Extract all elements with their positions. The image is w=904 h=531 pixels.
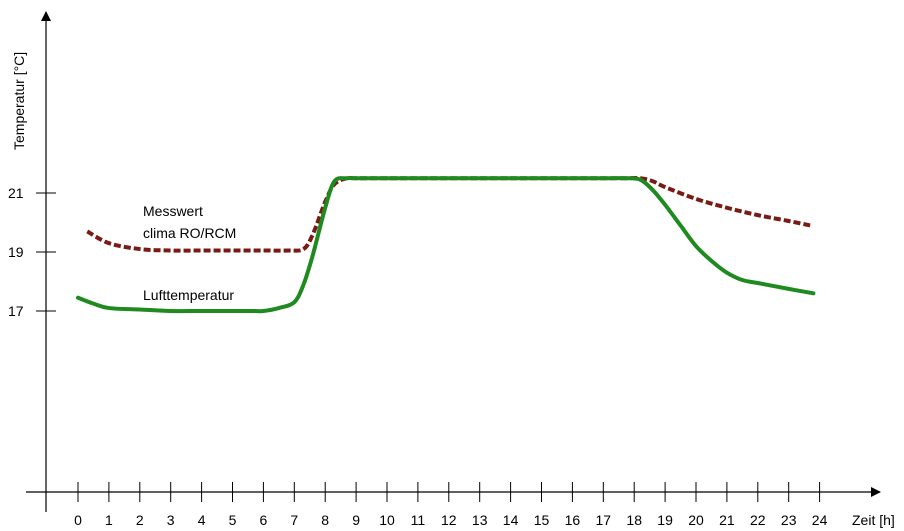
x-tick-label: 22 — [750, 512, 766, 528]
x-tick-label: 9 — [352, 512, 360, 528]
series-line-messwert — [86, 175, 811, 253]
x-tick-label: 8 — [321, 512, 329, 528]
x-tick-label: 23 — [781, 512, 797, 528]
x-tick-label: 7 — [290, 512, 298, 528]
x-tick-label: 4 — [198, 512, 206, 528]
series-label-messwert-line2: clima RO/RCM — [143, 225, 236, 241]
x-tick-label: 17 — [596, 512, 612, 528]
x-axis-title: Zeit [h] — [852, 512, 895, 528]
x-tick-label: 6 — [260, 512, 268, 528]
x-tick-label: 24 — [812, 512, 828, 528]
series-layer — [76, 175, 816, 314]
x-tick-label: 15 — [534, 512, 550, 528]
y-tick-label: 19 — [8, 244, 24, 260]
x-tick-label: 21 — [719, 512, 735, 528]
y-ticks: 17 19 21 — [8, 185, 56, 319]
x-tick-label: 2 — [136, 512, 144, 528]
x-tick-label: 19 — [657, 512, 673, 528]
series-label-lufttemperatur: Lufttemperatur — [143, 287, 234, 303]
y-axis-title: Temperatur [°C] — [11, 52, 27, 150]
y-tick-label: 21 — [8, 185, 24, 201]
y-tick-label: 17 — [8, 303, 24, 319]
x-tick-label: 18 — [626, 512, 642, 528]
series-label-messwert-line1: Messwert — [143, 203, 203, 219]
x-tick-label: 1 — [105, 512, 113, 528]
x-tick-label: 12 — [441, 512, 457, 528]
x-tick-label: 13 — [472, 512, 488, 528]
x-tick-label: 0 — [74, 512, 82, 528]
x-ticks: 0 1 2 3 4 5 6 7 8 9 10 11 12 13 14 15 16 17 18 19 20 21 22 23 24 — [74, 482, 828, 528]
x-tick-label: 20 — [688, 512, 704, 528]
x-tick-label: 5 — [229, 512, 237, 528]
x-tick-label: 11 — [411, 512, 426, 528]
series-line-lufttemperatur — [76, 176, 816, 314]
x-tick-label: 3 — [167, 512, 175, 528]
x-tick-label: 10 — [379, 512, 395, 528]
x-tick-label: 16 — [565, 512, 581, 528]
x-tick-label: 14 — [503, 512, 519, 528]
